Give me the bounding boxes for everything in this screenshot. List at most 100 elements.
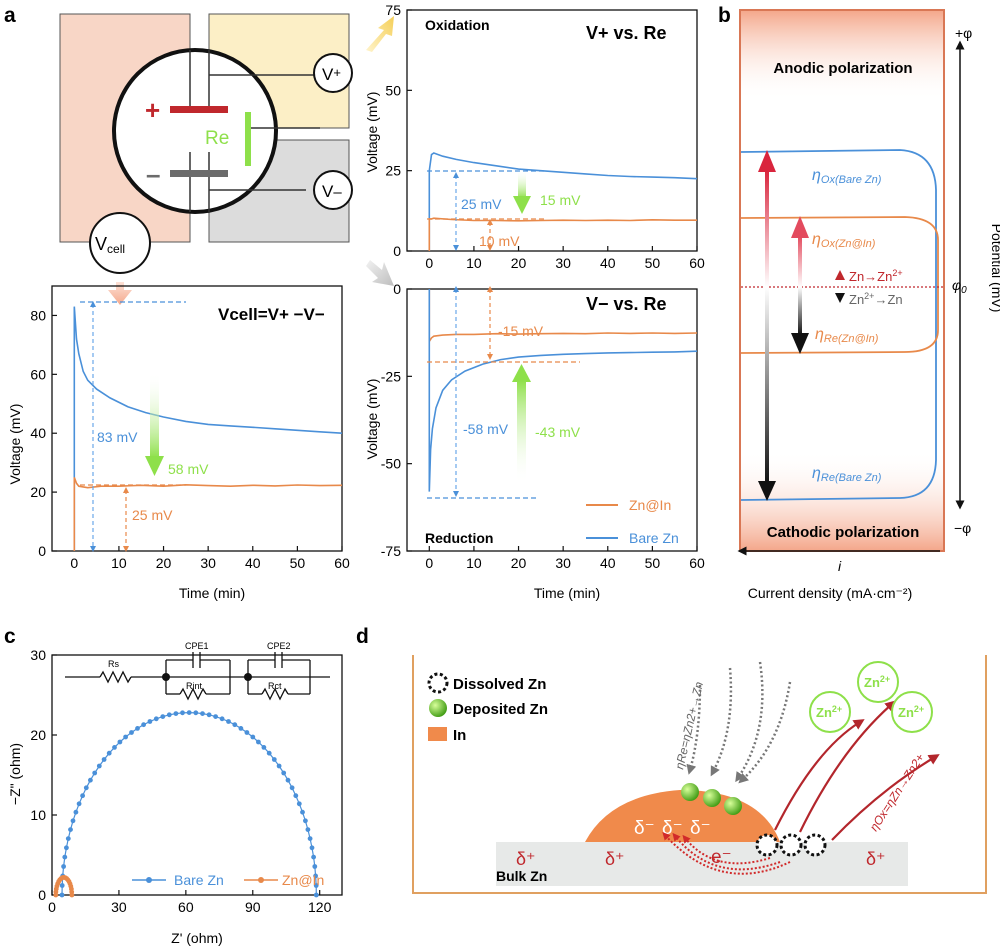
vminus-xtick-label: 30 xyxy=(555,555,571,571)
eta-re-label: ηRe=ηZn2+→Zn xyxy=(672,680,706,771)
eis-point-0 xyxy=(296,801,302,807)
bulk-zn xyxy=(496,842,908,886)
circuit-rint: Rint xyxy=(186,681,203,691)
eis-xtick-label: 120 xyxy=(308,899,332,915)
minus-sign: – xyxy=(146,159,160,189)
eis-legend-1: Bare Zn xyxy=(174,872,224,888)
vcell-xtick-label: 30 xyxy=(200,555,216,571)
vminus-series-line-1 xyxy=(428,289,698,492)
eta-ox-label: ηOx=ηZn→Zn2+ xyxy=(867,751,927,834)
eis-point-0 xyxy=(285,777,291,783)
vcell-ylabel: Voltage (mV) xyxy=(7,404,23,485)
eis-point-0 xyxy=(59,892,65,898)
delta-plus-3: δ⁺ xyxy=(866,849,886,869)
anodic-label: Anodic polarization xyxy=(773,60,912,77)
panel-d: Dissolved Zn Deposited Zn In Bulk Zn δ⁻ … xyxy=(412,655,987,894)
eis-point-0 xyxy=(123,734,128,740)
vminus-xtick-label: 0 xyxy=(425,555,433,571)
vcell-ytick-label: 0 xyxy=(38,543,46,559)
deposited-zn-icon xyxy=(429,699,447,717)
eis-point-0 xyxy=(206,712,212,718)
eis-point-0 xyxy=(261,745,267,750)
vcell-xtick-label: 60 xyxy=(334,555,350,571)
chart-vplus: 0 10 20 30 40 50 60 0 25 50 75 Oxidation V+ vs. Re… xyxy=(364,2,705,271)
positive-electrode xyxy=(170,106,228,113)
eis-point-0 xyxy=(147,719,153,724)
panel-b-xlabel: Current density (mA·cm⁻²) xyxy=(748,585,913,601)
minus-phi: −φ xyxy=(954,520,971,536)
plus-sign: + xyxy=(145,95,160,125)
eis-point-0 xyxy=(303,818,308,824)
eis-point-0 xyxy=(313,873,318,879)
eis-point-0 xyxy=(186,710,192,715)
zn-red-reaction: Zn2+→Zn xyxy=(849,291,903,307)
electron-label: e⁻ xyxy=(711,847,732,868)
equivalent-circuit xyxy=(65,652,330,701)
eis-point-0 xyxy=(226,719,231,724)
eis-point-0 xyxy=(307,836,313,841)
eis-point-0 xyxy=(117,739,123,745)
vminus-corner-label: Reduction xyxy=(425,530,493,546)
vplus-xtick-label: 50 xyxy=(645,255,661,271)
eis-point-0 xyxy=(305,827,311,832)
vplus-corner-label: Oxidation xyxy=(425,17,490,33)
eis-point-0 xyxy=(281,770,287,776)
vcell-ytick-label: 80 xyxy=(30,307,46,323)
vcell-xtick-label: 40 xyxy=(245,555,261,571)
zn-ox-reaction: Zn→Zn2+ xyxy=(849,268,903,284)
vcell-title: Vcell=V+ −V− xyxy=(218,305,325,324)
eis-point-0 xyxy=(193,710,199,716)
eis-point-0 xyxy=(180,710,185,716)
electrolyte-container xyxy=(412,655,987,894)
vminus-meter xyxy=(313,170,353,210)
reference-electrode xyxy=(245,112,251,166)
arrow-to-vcell xyxy=(108,282,132,305)
vcell-series-line-1 xyxy=(73,477,343,551)
vcell-xtick-label: 20 xyxy=(156,555,172,571)
vminus-xtick-label: 50 xyxy=(645,555,661,571)
re-label: Re xyxy=(205,128,229,149)
eis-point-0 xyxy=(68,827,73,832)
curve-zn-in xyxy=(740,216,939,354)
vcell-ann-3: 25 mV xyxy=(132,507,173,523)
eis-point-0 xyxy=(200,711,205,716)
eis-point-0 xyxy=(309,845,315,851)
eis-point-0 xyxy=(213,714,219,719)
eis-ylabel: −Z" (ohm) xyxy=(7,743,23,805)
vminus-ytick-label: -75 xyxy=(381,543,401,559)
delta-plus-1: δ⁺ xyxy=(516,849,536,869)
vminus-frame xyxy=(406,288,698,552)
i-label: i xyxy=(838,558,842,574)
eta-ox-bare: ηOx(Bare Zn) xyxy=(812,167,882,186)
vplus-frame xyxy=(406,9,698,252)
vminus-xtick-label: 20 xyxy=(511,555,527,571)
vminus-legend-1: Zn@In xyxy=(629,497,671,513)
delta-minus-3: δ⁻ xyxy=(690,818,711,839)
vminus-ytick-label: -25 xyxy=(381,368,401,384)
vminus-xtick-label: 60 xyxy=(689,555,705,571)
curve-bare-zn xyxy=(740,149,937,501)
eis-point-0 xyxy=(276,763,282,769)
panel-label-d: d xyxy=(356,625,369,648)
bulk-zn-label: Bulk Zn xyxy=(496,868,547,884)
eis-xtick-label: 30 xyxy=(111,899,127,915)
circuit-rct: Rct xyxy=(268,681,282,691)
in-icon xyxy=(428,727,447,741)
vminus-title: V− vs. Re xyxy=(586,294,667,314)
eis-point-0 xyxy=(173,711,179,716)
vcell-xtick-label: 10 xyxy=(111,555,127,571)
eis-point-0 xyxy=(166,712,172,718)
zn-ion-1: Zn2+ xyxy=(864,674,890,690)
eis-point-0 xyxy=(64,845,69,851)
vminus-xtick-label: 10 xyxy=(466,555,482,571)
eis-point-0 xyxy=(311,854,316,860)
eis-point-0 xyxy=(96,763,102,769)
panel-b: Anodic polarization Cathodic polarizatio… xyxy=(737,9,1000,601)
eis-ytick-label: 0 xyxy=(38,887,46,903)
circuit-rs: Rs xyxy=(108,659,119,669)
vminus-ann-2: -58 mV xyxy=(463,421,509,437)
vplus-series-line-1 xyxy=(428,217,697,251)
delta-plus-2: δ⁺ xyxy=(605,849,625,869)
vminus-xlabel: Time (min) xyxy=(534,585,600,601)
panel-label-a: a xyxy=(4,4,16,27)
